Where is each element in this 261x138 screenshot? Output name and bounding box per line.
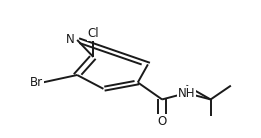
Text: O: O (157, 115, 167, 128)
Text: NH: NH (177, 87, 195, 100)
Text: N: N (66, 33, 75, 47)
Text: Cl: Cl (87, 27, 99, 40)
Text: Br: Br (29, 76, 43, 89)
